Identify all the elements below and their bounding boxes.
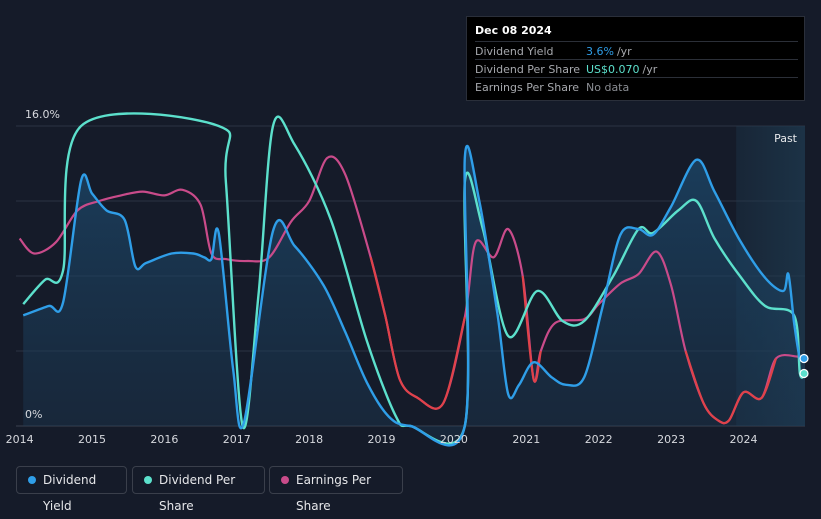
yield-end-marker [799,353,809,364]
dps-end-marker [799,368,809,379]
tooltip-label: Earnings Per Share [475,81,580,94]
tooltip-unit: /yr [616,45,632,58]
dividend-yield-line [22,144,806,447]
earnings-per-share-decline-segment [684,350,778,425]
x-tick-label: 2016 [150,433,178,446]
tooltip-panel: Dec 08 2024 Dividend Yield 3.6%/yr Divid… [466,16,805,101]
tooltip-unit: /yr [642,63,658,76]
area-fills [23,145,806,446]
x-tick-label: 2024 [729,433,757,446]
x-tick-label: 2014 [6,433,34,446]
x-tick-label: 2017 [223,433,251,446]
tooltip-row-dividend-per-share: Dividend Per Share US$0.070/yr [475,59,798,78]
legend-dot-icon [28,476,36,484]
y-tick-label-bottom: 0% [25,408,42,421]
x-tick-label: 2023 [657,433,685,446]
tooltip-value: 3.6%/yr [586,45,632,58]
chart-canvas: 2014 2015 2016 2017 2018 2019 2020 2021 2022 2023… [6,108,809,447]
legend-earnings-per-share[interactable]: Earnings Per Share [269,466,403,513]
earnings-per-share-decline-segment [369,256,466,410]
tooltip-value: US$0.070/yr [586,63,657,76]
tooltip-label: Dividend Per Share [475,63,581,76]
tooltip-value-text: 3.6% [586,45,614,58]
x-tick-label: 2018 [295,433,323,446]
legend-dividend-per-share[interactable]: Dividend Per Share [132,466,265,513]
x-tick-label: 2019 [368,433,396,446]
tooltip-date: Dec 08 2024 [475,24,552,37]
tooltip-label: Dividend Yield [475,45,554,58]
legend-dot-icon [281,476,289,484]
dividend-yield-area [23,145,806,446]
legend-dividend-yield[interactable]: Dividend Yield [16,466,127,513]
tooltip-value-text: US$0.070 [586,63,640,76]
x-tick-label: 2020 [440,433,468,446]
tooltip-row-earnings-per-share: Earnings Per Share No data [475,77,798,96]
tooltip-value-text: No data [586,81,630,94]
past-label: Past [774,132,798,145]
x-tick-label: 2015 [78,433,106,446]
tooltip-value: No data [586,81,629,94]
series-lines [18,112,807,447]
x-axis: 2014 2015 2016 2017 2018 2019 2020 2021 2022 2023… [6,433,758,446]
end-markers [799,353,809,379]
tooltip-row-dividend-yield: Dividend Yield 3.6%/yr [475,41,798,60]
x-tick-label: 2021 [512,433,540,446]
x-tick-label: 2022 [585,433,613,446]
y-tick-label-top: 16.0% [25,108,60,121]
legend-dot-icon [144,476,152,484]
